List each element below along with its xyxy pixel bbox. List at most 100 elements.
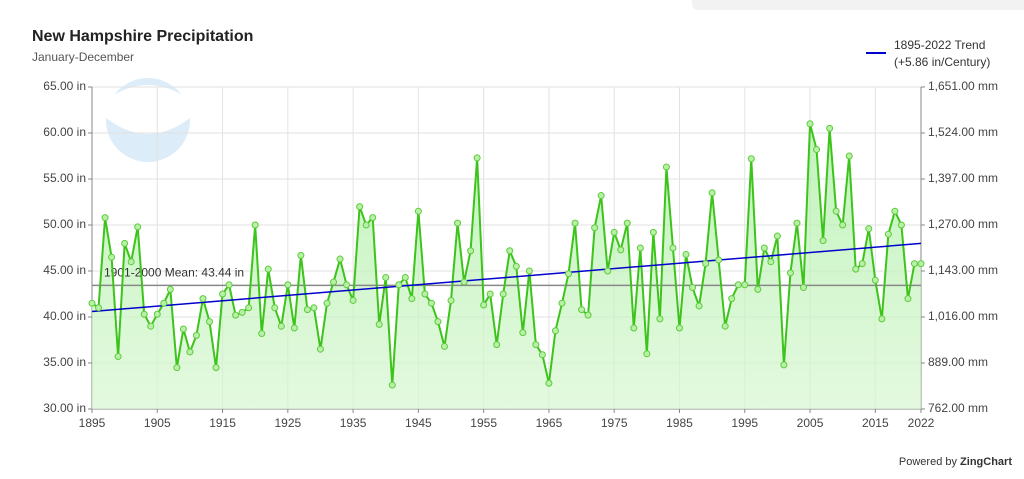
point [264,265,272,273]
chart-subtitle: January-December [32,50,134,64]
point [682,250,690,258]
point [486,290,494,298]
point [773,232,781,240]
area [92,123,921,410]
y-tick-label: 35.00 in [43,355,86,369]
point [512,262,520,270]
point [88,299,96,307]
point [310,304,318,312]
point [114,353,122,361]
point [904,295,912,303]
point [571,219,579,227]
y2-tick-label: 1,143.00 mm [928,263,998,277]
point [499,290,507,298]
point [525,267,533,275]
point [865,225,873,233]
point [153,310,161,318]
point [251,221,259,229]
point [643,350,651,358]
y-tick-label: 65.00 in [43,79,86,93]
point [708,189,716,197]
point [800,284,808,292]
point [160,299,168,307]
point [382,273,390,281]
point [427,299,435,307]
point [343,281,351,289]
point [205,318,213,326]
x-tick-label: 1945 [405,416,432,430]
point [656,315,664,323]
point [871,276,879,284]
point [506,247,514,255]
point [715,256,723,264]
x-tick-label: 1985 [666,416,693,430]
point [271,304,279,312]
x-tick-label: 1975 [601,416,628,430]
logo [106,78,190,162]
point [192,331,200,339]
point [545,379,553,387]
y2-tick-label: 1,397.00 mm [928,171,998,185]
point [434,318,442,326]
point [910,260,918,268]
point [891,207,899,215]
point [806,120,814,128]
y-tick-label: 45.00 in [43,263,86,277]
point [662,163,670,171]
point [454,219,462,227]
x-tick-label: 1935 [340,416,367,430]
point [212,364,220,372]
point [336,255,344,263]
point [551,327,559,335]
point [519,329,527,337]
point [675,324,683,332]
line [91,123,921,386]
point [852,265,860,273]
y-tick-label: 30.00 in [43,401,86,415]
point [140,310,148,318]
point [721,322,729,330]
point [369,214,377,222]
legend-note: (+5.86 in/Century) [894,55,990,69]
x-tick-label: 1955 [470,416,497,430]
point [108,253,116,261]
point [734,281,742,289]
point [401,273,409,281]
point [95,304,103,312]
point [741,281,749,289]
point [493,341,501,349]
point [747,155,755,163]
point [232,311,240,319]
point [689,284,697,292]
point [219,290,227,298]
y2-tick-label: 1,270.00 mm [928,217,998,231]
point [127,258,135,266]
point [604,267,612,275]
point [760,244,768,252]
x-tick-label: 1925 [274,416,301,430]
y2-tick-label: 1,016.00 mm [928,309,998,323]
point [819,237,827,245]
point [414,207,422,215]
point [617,246,625,254]
y-tick-label: 40.00 in [43,309,86,323]
trend-line [91,242,922,313]
point [408,295,416,303]
point [395,281,403,289]
point [356,203,364,211]
point [473,154,481,162]
point [238,308,246,316]
point [166,285,174,293]
top-bar [692,0,1024,10]
x-tick-label: 2022 [908,416,935,430]
point [440,342,448,350]
point [421,290,429,298]
x-tick-label: 2005 [797,416,824,430]
point [878,315,886,323]
point [538,351,546,359]
point [636,244,644,252]
y2-tick-label: 762.00 mm [928,401,988,415]
point [121,239,129,247]
point [591,224,599,232]
